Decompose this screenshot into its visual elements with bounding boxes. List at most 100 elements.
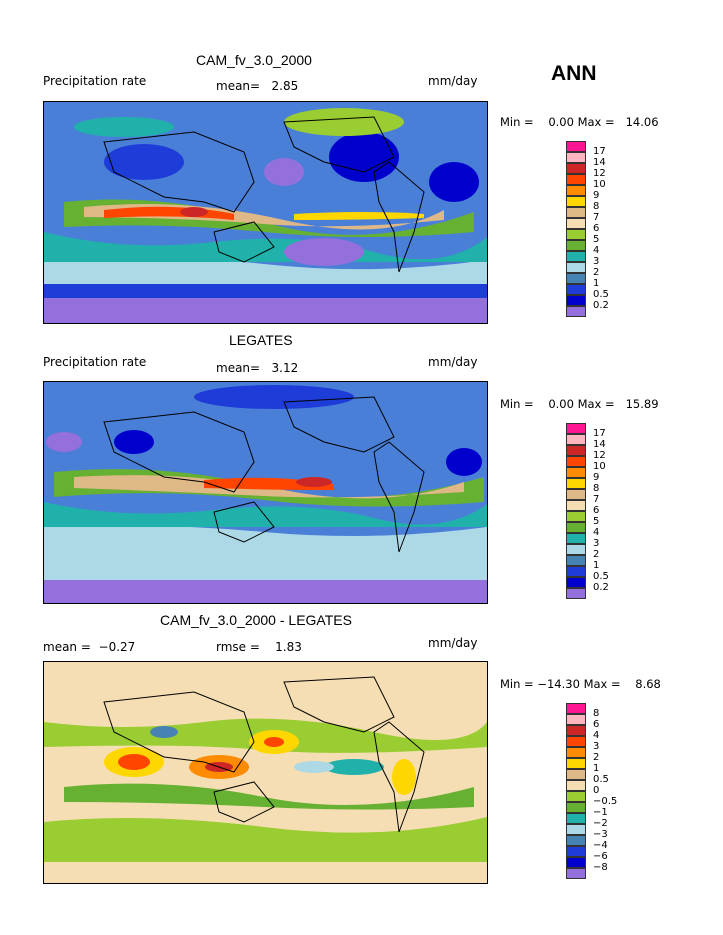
colorbar-label: 1 <box>593 560 600 571</box>
colorbar-label: 9 <box>593 472 600 483</box>
colorbar-label: 0.5 <box>593 571 609 582</box>
colorbar-swatch <box>566 434 586 445</box>
colorbar-label: −3 <box>593 829 608 840</box>
colorbar-label: −1 <box>593 807 608 818</box>
colorbar-label: 4 <box>593 730 600 741</box>
colorbar-swatch <box>566 262 586 273</box>
colorbar-swatch <box>566 445 586 456</box>
colorbar-label: 8 <box>593 483 600 494</box>
colorbar-swatch <box>566 588 586 599</box>
colorbar-label: 6 <box>593 223 600 234</box>
colorbar-swatch <box>566 544 586 555</box>
colorbar-swatch <box>566 251 586 262</box>
colorbar-swatch <box>566 533 586 544</box>
colorbar-swatch <box>566 780 586 791</box>
colorbar-label: 17 <box>593 428 606 439</box>
colorbar-swatch <box>566 522 586 533</box>
colorbar-label: 0.2 <box>593 582 609 593</box>
colorbar-swatch <box>566 577 586 588</box>
colorbar-label: 4 <box>593 245 600 256</box>
panel-title: CAM_fv_3.0_2000 <box>196 52 312 68</box>
colorbar-swatch <box>566 152 586 163</box>
colorbar-label: 3 <box>593 256 600 267</box>
colorbar-label: 0.5 <box>593 774 609 785</box>
colorbar-swatch <box>566 857 586 868</box>
colorbar-label: 17 <box>593 146 606 157</box>
colorbar-swatch <box>566 306 586 317</box>
colorbar-label: 9 <box>593 190 600 201</box>
colorbar-swatch <box>566 284 586 295</box>
colorbar-swatch <box>566 791 586 802</box>
colorbar-swatch <box>566 769 586 780</box>
panel-title: CAM_fv_3.0_2000 - LEGATES <box>160 612 352 628</box>
colorbar-label: 3 <box>593 741 600 752</box>
colorbar-swatch <box>566 423 586 434</box>
colorbar-swatch <box>566 703 586 714</box>
colorbar-label: 0.2 <box>593 300 609 311</box>
colorbar-label: 8 <box>593 708 600 719</box>
colorbar-label: 0.5 <box>593 289 609 300</box>
colorbar-swatch <box>566 511 586 522</box>
colorbar-swatch <box>566 467 586 478</box>
colorbar-label: 5 <box>593 516 600 527</box>
colorbar-swatch <box>566 478 586 489</box>
variable-label: Precipitation rate <box>43 74 147 88</box>
colorbar-label: −8 <box>593 862 608 873</box>
min-max-label: Min = −14.30 Max = 8.68 <box>500 677 661 691</box>
precip-map <box>43 381 488 604</box>
colorbar-swatch <box>566 835 586 846</box>
colorbar-swatch <box>566 566 586 577</box>
colorbar-swatch <box>566 846 586 857</box>
colorbar-swatch <box>566 736 586 747</box>
colorbar-swatch <box>566 207 586 218</box>
colorbar-swatch <box>566 500 586 511</box>
colorbar-label: 7 <box>593 494 600 505</box>
colorbar-label: 10 <box>593 179 606 190</box>
colorbar-label: 0 <box>593 785 600 796</box>
colorbar-swatch <box>566 218 586 229</box>
colorbar-label: 6 <box>593 505 600 516</box>
colorbar-swatch <box>566 489 586 500</box>
colorbar-swatch <box>566 141 586 152</box>
colorbar-label: 8 <box>593 201 600 212</box>
colorbar-swatch <box>566 240 586 251</box>
variable-label: Precipitation rate <box>43 355 147 369</box>
colorbar-label: 2 <box>593 752 600 763</box>
precip-map <box>43 101 488 324</box>
colorbar-swatch <box>566 714 586 725</box>
min-max-label: Min = 0.00 Max = 14.06 <box>500 115 659 129</box>
mean-label: mean = −0.27 <box>43 640 136 654</box>
colorbar-label: −2 <box>593 818 608 829</box>
colorbar-swatch <box>566 555 586 566</box>
colorbar-swatch <box>566 813 586 824</box>
colorbar-swatch <box>566 725 586 736</box>
colorbar-swatch <box>566 295 586 306</box>
colorbar-label: 5 <box>593 234 600 245</box>
mean-label: mean= 3.12 <box>216 361 299 375</box>
colorbar-swatch <box>566 824 586 835</box>
colorbar-label: 6 <box>593 719 600 730</box>
colorbar-label: 1 <box>593 278 600 289</box>
colorbar-swatch <box>566 747 586 758</box>
colorbar-label: −4 <box>593 840 608 851</box>
units-label: mm/day <box>428 74 478 88</box>
mean-label: mean= 2.85 <box>216 79 299 93</box>
colorbar-label: −0.5 <box>593 796 618 807</box>
colorbar-swatch <box>566 229 586 240</box>
colorbar-swatch <box>566 456 586 467</box>
colorbar-label: 10 <box>593 461 606 472</box>
colorbar-label: −6 <box>593 851 608 862</box>
colorbar-swatch <box>566 163 586 174</box>
colorbar-swatch <box>566 868 586 879</box>
colorbar-label: 14 <box>593 157 606 168</box>
colorbar-label: 2 <box>593 267 600 278</box>
colorbar-label: 3 <box>593 538 600 549</box>
panel-title: LEGATES <box>229 332 293 348</box>
colorbar-label: 14 <box>593 439 606 450</box>
colorbar-label: 2 <box>593 549 600 560</box>
colorbar-label: 1 <box>593 763 600 774</box>
units-label: mm/day <box>428 355 478 369</box>
colorbar-swatch <box>566 273 586 284</box>
colorbar-label: 7 <box>593 212 600 223</box>
colorbar-label: 4 <box>593 527 600 538</box>
